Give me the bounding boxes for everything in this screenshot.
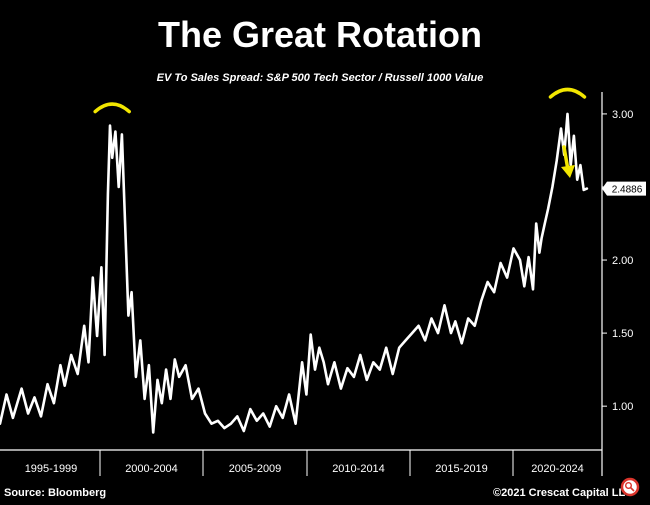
y-axis-ticks: 1.00 1.50 2.00 3.00 [602,109,633,413]
y-tick-label: 3.00 [612,109,633,121]
peak-arc [93,102,131,114]
chart-subtitle: EV To Sales Spread: S&P 500 Tech Sector … [157,72,484,84]
magnifier-icon [620,477,640,497]
down-arrow-head [561,165,575,178]
y-tick-label: 1.00 [612,401,633,413]
source-note: Source: Bloomberg [4,487,106,499]
x-tick-label: 1995-1999 [25,463,78,475]
x-tick-label: 2015-2019 [435,463,488,475]
series-line [0,112,589,434]
copyright-note: ©2021 Crescat Capital LLC [493,487,633,499]
y-tick-label: 1.50 [612,328,633,340]
series-layer [0,112,589,434]
x-axis-ticks: 1995-1999 2000-2004 2005-2009 2010-2014 2015… [25,450,584,476]
x-tick-label: 2020-2024 [531,463,584,475]
y-tick-label: 2.00 [612,255,633,267]
last-value-label: 2.4886 [612,185,643,196]
x-tick-label: 2010-2014 [332,463,385,475]
x-tick-label: 2005-2009 [229,463,282,475]
last-value-marker [602,181,646,196]
chart-title: The Great Rotation [158,14,482,55]
peak-arc [548,87,587,99]
annotation-layer: 2.4886 [93,87,646,196]
x-tick-label: 2000-2004 [125,463,178,475]
